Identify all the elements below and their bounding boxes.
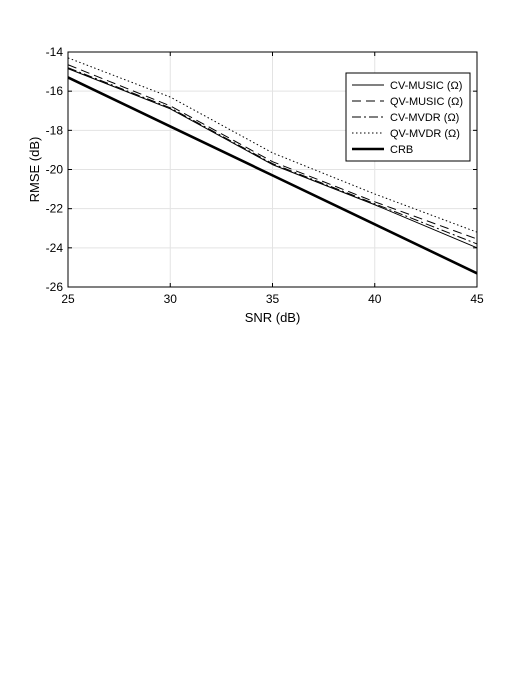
series-line-qv-music bbox=[67, 64, 478, 240]
y-tick-label: -18 bbox=[46, 123, 64, 137]
legend-label: CV-MVDR (Ω) bbox=[390, 112, 459, 124]
y-axis-label: RMSE (dB) bbox=[27, 137, 42, 203]
series-line-crb bbox=[67, 76, 478, 275]
x-tick-label: 30 bbox=[164, 292, 178, 306]
legend: CV-MUSIC (Ω) QV-MUSIC (Ω) CV-MVDR (Ω) QV-MV… bbox=[345, 72, 471, 162]
x-tick-label: 40 bbox=[368, 292, 382, 306]
x-tick-label: 45 bbox=[470, 292, 484, 306]
y-tick-label: -16 bbox=[46, 84, 64, 98]
legend-label: QV-MUSIC (Ω) bbox=[390, 96, 463, 108]
y-tick-label: -22 bbox=[46, 202, 64, 216]
x-axis-label: SNR (dB) bbox=[245, 310, 301, 325]
x-tick-label: 35 bbox=[266, 292, 280, 306]
y-tick-label: -14 bbox=[46, 45, 64, 59]
series-lines bbox=[67, 57, 478, 275]
legend-label: CRB bbox=[390, 144, 413, 156]
axis-ticks: 25 30 35 40 45 -14 -16 -18 -20 -22 -24 -26 bbox=[46, 45, 484, 306]
legend-box bbox=[345, 72, 471, 162]
y-tick-label: -24 bbox=[46, 241, 64, 255]
series-line-qv-mvdr bbox=[67, 57, 478, 233]
series-line-cv-music bbox=[67, 68, 478, 249]
y-tick-label: -20 bbox=[46, 163, 64, 177]
legend-label: CV-MUSIC (Ω) bbox=[390, 80, 462, 92]
legend-label: QV-MVDR (Ω) bbox=[390, 128, 460, 140]
x-tick-label: 25 bbox=[61, 292, 75, 306]
y-tick-label: -26 bbox=[46, 280, 64, 294]
series-line-cv-mvdr bbox=[67, 67, 478, 245]
